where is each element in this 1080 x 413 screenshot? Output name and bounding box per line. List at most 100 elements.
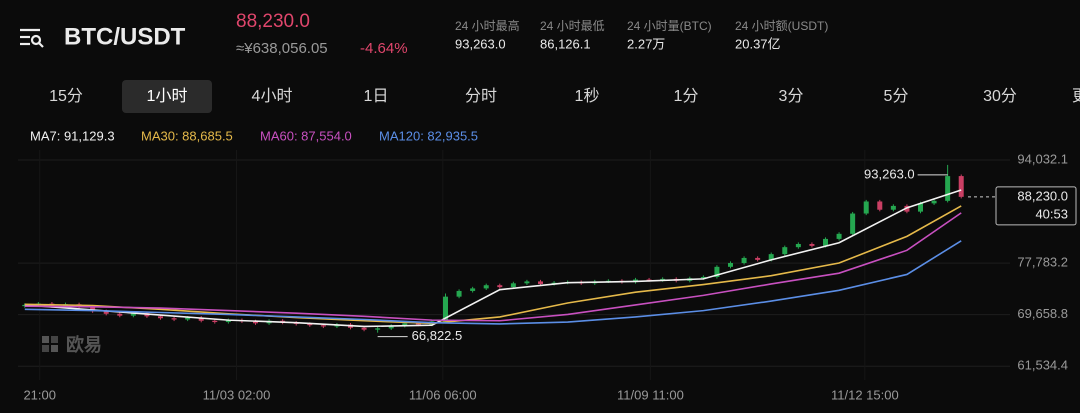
candle-body xyxy=(117,313,123,316)
candle-body xyxy=(388,325,394,329)
tab[interactable]: 分时 xyxy=(465,87,497,105)
x-tick-label: 11/06 06:00 xyxy=(409,387,477,402)
x-tick-label: 11/09 11:00 xyxy=(617,387,684,402)
candle-body xyxy=(904,205,910,212)
candle-body xyxy=(253,321,258,324)
candle-body xyxy=(755,257,761,260)
logo xyxy=(51,345,58,352)
candle-body xyxy=(510,283,516,288)
candle-body xyxy=(741,257,747,264)
watermark: 欧易 xyxy=(66,334,102,355)
tab[interactable]: 3分 xyxy=(779,87,804,105)
annotation: 66,822.5 xyxy=(412,328,463,343)
candle-body xyxy=(320,325,326,327)
candle-body xyxy=(836,233,842,239)
tab[interactable]: 1秒 xyxy=(575,87,600,105)
annotation: 93,263.0 xyxy=(864,166,915,181)
y-tick-label: 69,658.8 xyxy=(1017,306,1068,321)
tab[interactable]: 15分 xyxy=(49,87,83,105)
tab[interactable]: 5分 xyxy=(884,87,909,105)
logo xyxy=(42,345,49,352)
cny-price: ≈¥638,056.05 xyxy=(236,40,328,57)
candle-body xyxy=(212,320,218,323)
candle-body xyxy=(443,296,448,322)
candle-body xyxy=(497,285,503,288)
candle-body xyxy=(795,243,801,248)
last-price: 88,230.0 xyxy=(1017,188,1068,203)
ma-line xyxy=(24,212,962,322)
candle-body xyxy=(890,205,896,210)
ma-line xyxy=(24,240,962,325)
x-tick-label: 21:00 xyxy=(23,387,56,402)
stat-value: 86,126.1 xyxy=(540,36,591,51)
candle-body xyxy=(456,290,462,297)
tab[interactable]: 1小时 xyxy=(147,87,188,105)
tab[interactable]: 更 xyxy=(1072,88,1080,105)
candle-body xyxy=(863,201,869,214)
candle-body xyxy=(103,311,109,314)
candle-body xyxy=(361,327,367,330)
candle-body xyxy=(524,281,530,284)
candle-body xyxy=(850,213,856,234)
candle-body xyxy=(415,323,421,325)
candle-body xyxy=(660,278,666,281)
x-tick-label: 11/03 02:00 xyxy=(203,387,271,402)
candle-body xyxy=(171,318,177,320)
stat-value: 20.37亿 xyxy=(735,36,781,51)
candle-body xyxy=(402,323,408,326)
candle-body xyxy=(958,176,964,197)
candle-body xyxy=(198,317,204,321)
tab[interactable]: 4小时 xyxy=(252,87,293,105)
candle-body xyxy=(483,285,489,289)
candle-body xyxy=(823,238,828,246)
candle-body xyxy=(700,276,706,279)
countdown: 40:53 xyxy=(1035,206,1068,221)
chart: 24 小时最高 93,263.0 24 小时最低 86,126.1 24 小时量(BTC… xyxy=(18,18,1080,402)
candle-body xyxy=(375,328,381,330)
stat-value: 2.27万 xyxy=(627,36,665,51)
candle-body xyxy=(918,203,923,212)
stat-label: 24 小时额(USDT) xyxy=(735,19,828,33)
stat-label: 24 小时最高 xyxy=(455,18,520,33)
pair[interactable]: BTC/USDT xyxy=(64,23,186,50)
candle-body xyxy=(225,320,231,323)
tab[interactable]: 30分 xyxy=(983,87,1017,105)
change: -4.64% xyxy=(360,40,408,57)
candle-body xyxy=(130,313,136,316)
tab[interactable]: 1分 xyxy=(674,87,699,105)
stat-label: 24 小时量(BTC) xyxy=(627,19,712,33)
candle-body xyxy=(185,317,191,320)
candle-body xyxy=(728,263,733,267)
price: 88,230.0 xyxy=(236,11,310,32)
tab[interactable]: 1日 xyxy=(364,88,389,105)
candle-body xyxy=(945,176,951,201)
ma-legend: MA120: 82,935.5 xyxy=(379,128,478,143)
candle-body xyxy=(768,254,774,260)
candle-body xyxy=(307,323,313,326)
menu-icon[interactable] xyxy=(20,28,44,48)
x-tick-label: 11/12 15:00 xyxy=(831,387,899,402)
logo xyxy=(51,336,58,343)
candle-body xyxy=(714,266,720,277)
ma-legend: MA30: 88,685.5 xyxy=(141,128,233,143)
ma-legend: MA60: 87,554.0 xyxy=(260,128,352,143)
ma-line xyxy=(24,205,962,325)
stat-label: 24 小时最低 xyxy=(540,19,605,33)
y-tick-label: 94,032.1 xyxy=(1017,151,1068,166)
last-price-box xyxy=(995,186,1077,226)
candle-body xyxy=(809,243,815,246)
y-tick-label: 77,783.2 xyxy=(1017,255,1068,270)
candle-body xyxy=(931,200,937,204)
candle-body xyxy=(158,316,163,319)
candle-body xyxy=(877,201,883,210)
candle-body xyxy=(470,288,476,291)
stat-value: 93,263.0 xyxy=(455,36,506,51)
candle-body xyxy=(538,281,543,284)
logo xyxy=(42,336,49,343)
ma-legend: MA7: 91,129.3 xyxy=(30,128,115,143)
active-tab-bg xyxy=(122,80,212,113)
candle-body xyxy=(646,279,652,281)
ma-line xyxy=(24,189,962,328)
